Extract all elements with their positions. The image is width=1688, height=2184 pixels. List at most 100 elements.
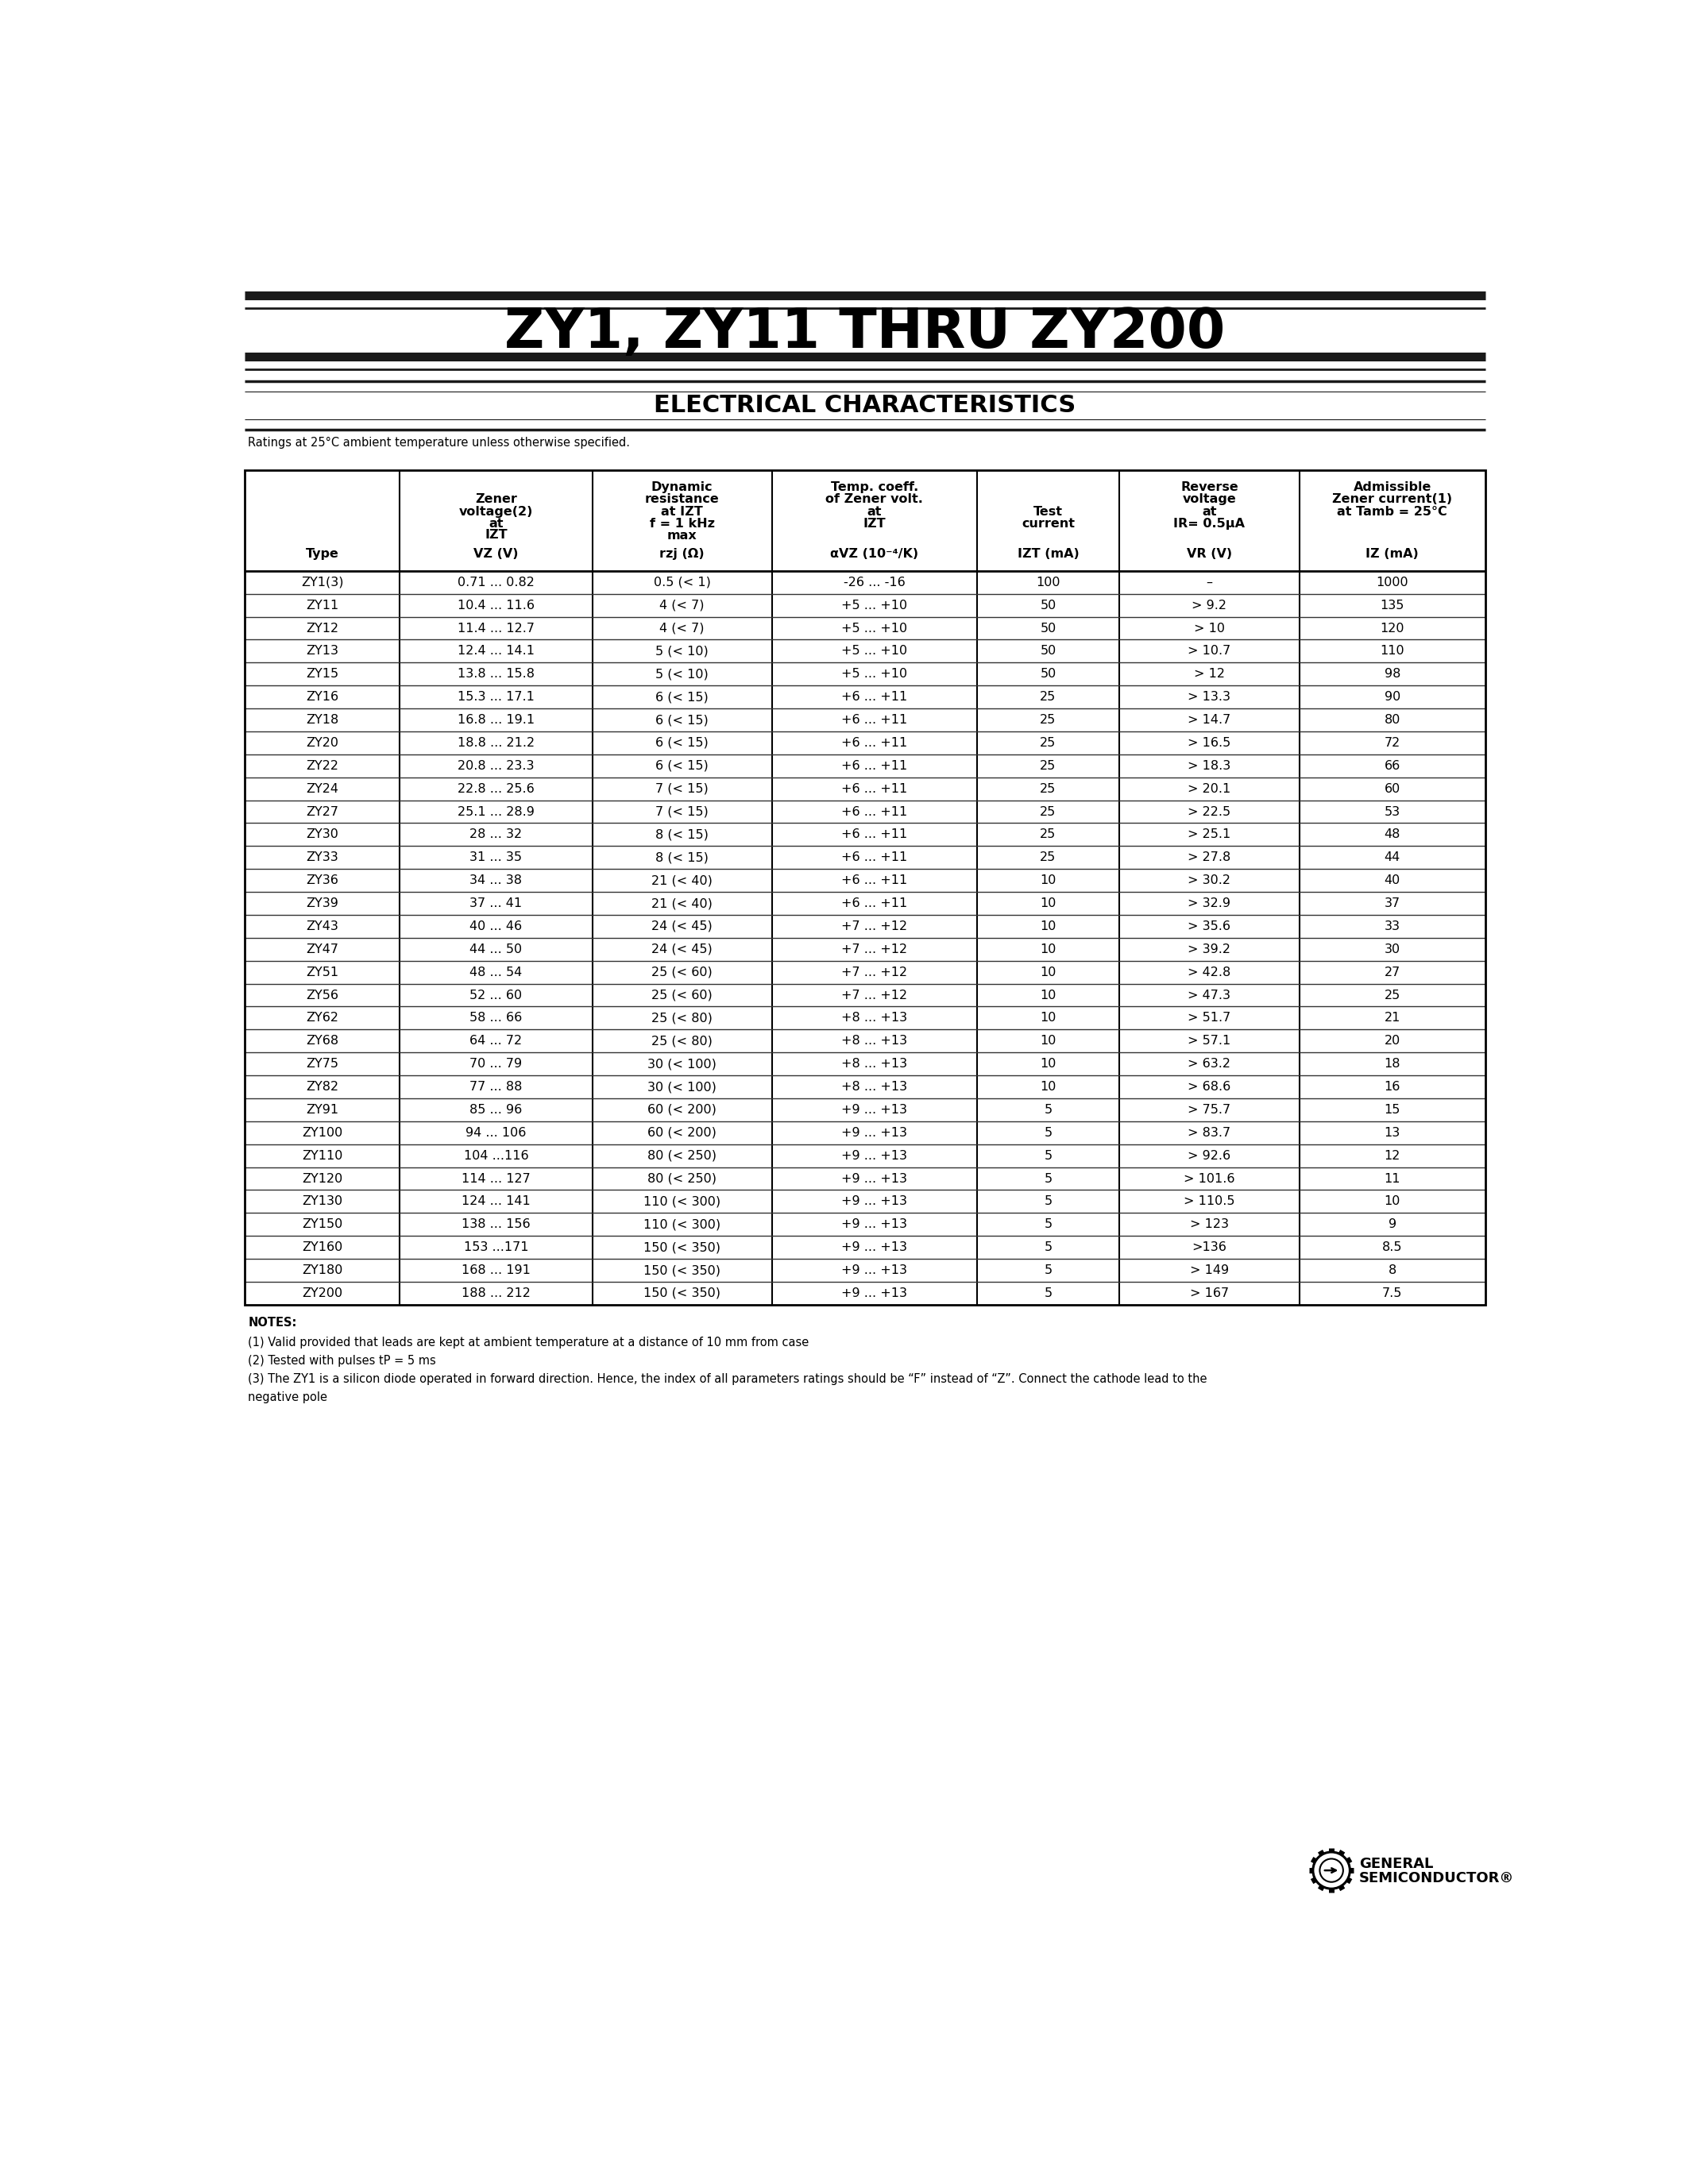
Text: > 14.7: > 14.7 xyxy=(1188,714,1231,725)
Text: 8.5: 8.5 xyxy=(1382,1241,1403,1254)
Text: 25: 25 xyxy=(1040,852,1057,863)
Text: 13: 13 xyxy=(1384,1127,1401,1138)
Text: > 47.3: > 47.3 xyxy=(1188,989,1231,1000)
Text: > 92.6: > 92.6 xyxy=(1188,1149,1231,1162)
Text: 37 ... 41: 37 ... 41 xyxy=(469,898,522,909)
Text: 1000: 1000 xyxy=(1376,577,1408,587)
Text: 135: 135 xyxy=(1381,598,1404,612)
Text: 15.3 ... 17.1: 15.3 ... 17.1 xyxy=(457,690,535,703)
Text: 50: 50 xyxy=(1040,644,1057,657)
Text: +7 ... +12: +7 ... +12 xyxy=(841,943,908,954)
Text: ZY47: ZY47 xyxy=(306,943,339,954)
Text: +5 ... +10: +5 ... +10 xyxy=(841,644,908,657)
Text: voltage(2): voltage(2) xyxy=(459,507,533,518)
Text: +5 ... +10: +5 ... +10 xyxy=(841,622,908,633)
Text: ZY33: ZY33 xyxy=(306,852,339,863)
Text: ZY11: ZY11 xyxy=(306,598,339,612)
Text: 77 ... 88: 77 ... 88 xyxy=(469,1081,522,1092)
Text: ZY180: ZY180 xyxy=(302,1265,343,1275)
Text: > 57.1: > 57.1 xyxy=(1188,1035,1231,1046)
Bar xyxy=(245,470,1485,1304)
Text: 10: 10 xyxy=(1384,1195,1401,1208)
Text: 48 ... 54: 48 ... 54 xyxy=(469,965,522,978)
Text: IZT (mA): IZT (mA) xyxy=(1018,548,1079,559)
Text: 60 (< 200): 60 (< 200) xyxy=(648,1127,717,1138)
Text: ZY43: ZY43 xyxy=(306,919,339,933)
Text: 100: 100 xyxy=(1036,577,1060,587)
Text: Reverse: Reverse xyxy=(1180,480,1239,494)
Text: 85 ... 96: 85 ... 96 xyxy=(469,1103,522,1116)
Text: IZT: IZT xyxy=(484,529,508,542)
Text: 10: 10 xyxy=(1040,874,1057,887)
Text: > 30.2: > 30.2 xyxy=(1188,874,1231,887)
Text: 5: 5 xyxy=(1045,1241,1052,1254)
Text: > 149: > 149 xyxy=(1190,1265,1229,1275)
Text: 80: 80 xyxy=(1384,714,1401,725)
Text: 7 (< 15): 7 (< 15) xyxy=(655,806,709,817)
Text: ZY36: ZY36 xyxy=(306,874,339,887)
Text: 188 ... 212: 188 ... 212 xyxy=(461,1286,530,1299)
Text: –: – xyxy=(1207,577,1212,587)
Text: 10: 10 xyxy=(1040,1057,1057,1070)
Text: > 9.2: > 9.2 xyxy=(1192,598,1227,612)
Text: +6 ... +11: +6 ... +11 xyxy=(841,690,908,703)
Text: +6 ... +11: +6 ... +11 xyxy=(841,874,908,887)
Text: +9 ... +13: +9 ... +13 xyxy=(841,1149,908,1162)
Text: at: at xyxy=(1202,507,1217,518)
Text: 25: 25 xyxy=(1040,736,1057,749)
Text: current: current xyxy=(1021,518,1075,531)
Text: 5 (< 10): 5 (< 10) xyxy=(655,644,709,657)
Text: > 68.6: > 68.6 xyxy=(1188,1081,1231,1092)
Text: +6 ... +11: +6 ... +11 xyxy=(841,898,908,909)
Text: 4 (< 7): 4 (< 7) xyxy=(660,598,704,612)
Text: Type: Type xyxy=(306,548,339,559)
Text: 16.8 ... 19.1: 16.8 ... 19.1 xyxy=(457,714,535,725)
Text: ZY130: ZY130 xyxy=(302,1195,343,1208)
Text: ZY39: ZY39 xyxy=(306,898,339,909)
Text: Ratings at 25°C ambient temperature unless otherwise specified.: Ratings at 25°C ambient temperature unle… xyxy=(248,437,630,448)
Text: 90: 90 xyxy=(1384,690,1401,703)
Text: 21 (< 40): 21 (< 40) xyxy=(652,898,712,909)
Text: 10: 10 xyxy=(1040,989,1057,1000)
Text: at IZT: at IZT xyxy=(662,507,704,518)
Text: VZ (V): VZ (V) xyxy=(474,548,518,559)
Text: negative pole: negative pole xyxy=(248,1391,327,1404)
Text: Test: Test xyxy=(1033,507,1063,518)
Text: +6 ... +11: +6 ... +11 xyxy=(841,782,908,795)
Text: Admissible: Admissible xyxy=(1354,480,1431,494)
Text: 7.5: 7.5 xyxy=(1382,1286,1403,1299)
Text: VR (V): VR (V) xyxy=(1187,548,1232,559)
Text: 12.4 ... 14.1: 12.4 ... 14.1 xyxy=(457,644,535,657)
Text: >136: >136 xyxy=(1192,1241,1227,1254)
Text: 80 (< 250): 80 (< 250) xyxy=(648,1173,717,1184)
Text: αVZ (10⁻⁴/K): αVZ (10⁻⁴/K) xyxy=(830,548,918,559)
Text: 8: 8 xyxy=(1388,1265,1396,1275)
Text: 18.8 ... 21.2: 18.8 ... 21.2 xyxy=(457,736,535,749)
Text: 40: 40 xyxy=(1384,874,1401,887)
Text: 8 (< 15): 8 (< 15) xyxy=(655,852,709,863)
Text: ZY110: ZY110 xyxy=(302,1149,343,1162)
Text: +7 ... +12: +7 ... +12 xyxy=(841,919,908,933)
Text: 25: 25 xyxy=(1040,690,1057,703)
Text: +9 ... +13: +9 ... +13 xyxy=(841,1241,908,1254)
Text: > 110.5: > 110.5 xyxy=(1183,1195,1236,1208)
Text: 5: 5 xyxy=(1045,1195,1052,1208)
Text: 11.4 ... 12.7: 11.4 ... 12.7 xyxy=(457,622,535,633)
Text: 150 (< 350): 150 (< 350) xyxy=(643,1286,721,1299)
Text: +7 ... +12: +7 ... +12 xyxy=(841,989,908,1000)
Text: 6 (< 15): 6 (< 15) xyxy=(655,714,709,725)
Text: > 27.8: > 27.8 xyxy=(1188,852,1231,863)
Text: 28 ... 32: 28 ... 32 xyxy=(469,828,522,841)
Text: ZY15: ZY15 xyxy=(306,668,339,679)
Text: 6 (< 15): 6 (< 15) xyxy=(655,736,709,749)
Text: 60 (< 200): 60 (< 200) xyxy=(648,1103,717,1116)
Text: 110 (< 300): 110 (< 300) xyxy=(643,1195,721,1208)
Text: ZY82: ZY82 xyxy=(306,1081,339,1092)
Text: > 20.1: > 20.1 xyxy=(1188,782,1231,795)
Text: +9 ... +13: +9 ... +13 xyxy=(841,1103,908,1116)
Text: ZY160: ZY160 xyxy=(302,1241,343,1254)
Text: +6 ... +11: +6 ... +11 xyxy=(841,852,908,863)
Text: 10.4 ... 11.6: 10.4 ... 11.6 xyxy=(457,598,535,612)
Text: > 12: > 12 xyxy=(1193,668,1225,679)
Text: 66: 66 xyxy=(1384,760,1401,771)
